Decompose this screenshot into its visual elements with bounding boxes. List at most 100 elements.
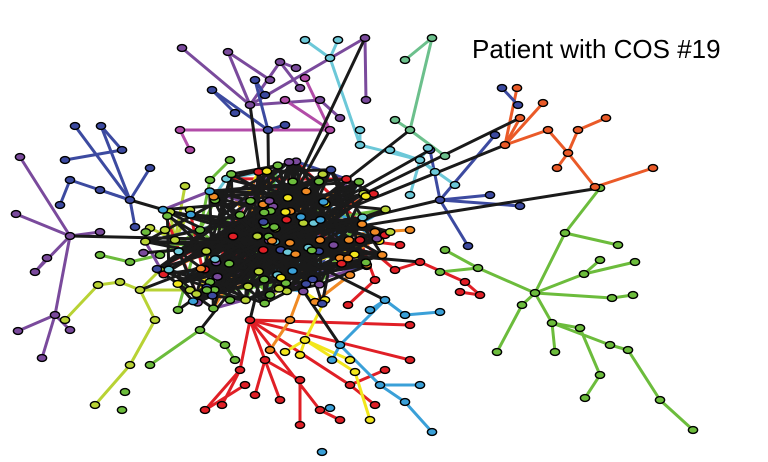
graph-node bbox=[414, 155, 426, 165]
graph-edge bbox=[248, 318, 412, 327]
graph-edge bbox=[533, 272, 586, 295]
graph-node bbox=[268, 222, 280, 232]
graph-node bbox=[414, 380, 426, 390]
graph-node bbox=[173, 247, 184, 256]
graph-node bbox=[314, 95, 326, 105]
graph-node bbox=[157, 205, 169, 214]
graph-edge bbox=[288, 180, 321, 213]
graph-node bbox=[489, 130, 501, 140]
graph-node bbox=[259, 355, 271, 365]
graph-node bbox=[496, 83, 508, 93]
graph-node bbox=[92, 280, 104, 290]
graph-node bbox=[64, 175, 76, 185]
graph-node bbox=[94, 185, 106, 195]
graph-node bbox=[334, 113, 346, 123]
graph-node bbox=[316, 299, 328, 308]
graph-edge bbox=[128, 166, 152, 202]
graph-node bbox=[14, 152, 26, 162]
graph-node bbox=[334, 415, 346, 425]
graph-edge bbox=[503, 116, 522, 147]
graph-node bbox=[389, 115, 401, 125]
graph-edge bbox=[576, 116, 608, 132]
graph-edge bbox=[443, 248, 480, 270]
graph-edge bbox=[438, 193, 492, 202]
graph-node bbox=[343, 235, 355, 245]
graph-node bbox=[384, 145, 396, 155]
graph-node bbox=[474, 290, 486, 300]
graph-edge bbox=[403, 310, 442, 317]
graph-node bbox=[578, 269, 590, 279]
graph-node bbox=[511, 83, 523, 93]
graph-node bbox=[529, 288, 541, 298]
graph-node bbox=[229, 108, 241, 118]
graph-node bbox=[54, 200, 66, 210]
graph-edge bbox=[566, 151, 597, 189]
graph-node bbox=[272, 161, 284, 170]
graph-node bbox=[191, 289, 202, 299]
graph-node bbox=[516, 300, 528, 310]
graph-node bbox=[280, 279, 292, 288]
graph-node bbox=[10, 209, 22, 219]
graph-node bbox=[379, 295, 391, 305]
graph-edge bbox=[267, 143, 507, 242]
graph-node bbox=[187, 297, 199, 306]
graph-edge bbox=[93, 363, 132, 407]
graph-node bbox=[317, 170, 329, 179]
graph-node bbox=[194, 325, 206, 335]
graph-edge bbox=[267, 198, 442, 242]
graph-node bbox=[163, 265, 175, 274]
graph-node bbox=[274, 395, 286, 405]
graph-node bbox=[574, 323, 586, 333]
graph-node bbox=[124, 195, 136, 205]
graph-node bbox=[294, 350, 306, 360]
graph-node bbox=[29, 267, 41, 277]
graph-node bbox=[59, 315, 71, 325]
graph-node bbox=[174, 125, 186, 135]
graph-edge bbox=[403, 400, 434, 434]
graph-node bbox=[594, 370, 606, 380]
graph-node bbox=[357, 213, 368, 222]
graph-node bbox=[264, 290, 276, 300]
graph-node bbox=[512, 100, 524, 110]
graph-node bbox=[360, 192, 372, 201]
graph-node bbox=[344, 355, 356, 365]
graph-edge bbox=[533, 291, 614, 300]
graph-edge bbox=[303, 38, 332, 60]
graph-node bbox=[342, 300, 354, 310]
graph-node bbox=[328, 241, 339, 250]
graph-edge bbox=[98, 188, 132, 202]
graph-edge bbox=[138, 288, 157, 322]
graph-edge bbox=[138, 268, 162, 292]
graph-node bbox=[318, 197, 329, 207]
graph-node bbox=[315, 215, 326, 225]
graph-edge bbox=[238, 318, 252, 372]
graph-node bbox=[281, 215, 292, 224]
graph-node bbox=[94, 250, 106, 260]
graph-node bbox=[234, 210, 246, 220]
graph-node bbox=[206, 85, 218, 95]
graph-edge bbox=[246, 252, 298, 288]
graph-node bbox=[124, 257, 136, 267]
graph-node bbox=[294, 83, 306, 93]
graph-node bbox=[154, 250, 166, 260]
graph-edge bbox=[346, 278, 377, 307]
graph-node bbox=[201, 286, 213, 295]
graph-node bbox=[224, 295, 236, 305]
graph-node bbox=[208, 304, 219, 313]
graph-edge bbox=[63, 283, 100, 322]
graph-edge bbox=[267, 172, 325, 203]
graph-edge bbox=[128, 318, 157, 367]
graph-node bbox=[572, 125, 584, 135]
graph-edge bbox=[148, 328, 202, 367]
graph-node bbox=[537, 98, 549, 108]
graph-node bbox=[284, 315, 296, 325]
graph-node bbox=[184, 145, 196, 155]
graph-node bbox=[426, 33, 438, 43]
graph-edge bbox=[403, 36, 434, 62]
graph-node bbox=[546, 318, 558, 328]
graph-node bbox=[491, 347, 503, 357]
graph-node bbox=[404, 125, 416, 135]
graph-edge bbox=[626, 348, 662, 402]
graph-edge bbox=[226, 50, 272, 82]
graph-node bbox=[600, 113, 612, 123]
